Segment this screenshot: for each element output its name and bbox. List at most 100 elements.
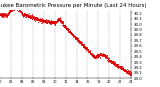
Point <box>88 51 90 52</box>
Point <box>74 36 76 37</box>
Point <box>20 13 23 14</box>
Point <box>112 62 115 64</box>
Point <box>110 62 112 63</box>
Point <box>27 15 29 16</box>
Point <box>69 33 72 35</box>
Point <box>40 20 42 22</box>
Point <box>102 54 105 55</box>
Point <box>44 21 46 22</box>
Point <box>78 42 80 43</box>
Point <box>68 31 70 32</box>
Point <box>99 52 101 54</box>
Point <box>11 7 14 9</box>
Point <box>40 19 43 20</box>
Point <box>0 13 2 15</box>
Point <box>103 54 105 56</box>
Point <box>74 37 76 38</box>
Point <box>58 18 60 19</box>
Point <box>44 19 46 21</box>
Point <box>19 9 21 11</box>
Point <box>9 11 12 13</box>
Point <box>86 49 89 50</box>
Point <box>32 18 35 20</box>
Point <box>112 63 115 64</box>
Point <box>42 21 45 22</box>
Point <box>57 19 60 21</box>
Point <box>19 11 21 12</box>
Point <box>130 83 132 84</box>
Point <box>37 21 40 22</box>
Point <box>47 22 50 23</box>
Point <box>91 55 93 56</box>
Point <box>67 27 70 29</box>
Point <box>8 11 11 12</box>
Point <box>128 70 131 72</box>
Point <box>99 56 102 57</box>
Point <box>94 56 97 58</box>
Point <box>7 12 9 14</box>
Point <box>15 6 18 8</box>
Point <box>64 25 66 27</box>
Point <box>35 17 38 18</box>
Point <box>20 11 22 12</box>
Point <box>27 16 30 17</box>
Point <box>82 44 84 46</box>
Point <box>62 24 64 26</box>
Point <box>43 21 46 22</box>
Point <box>8 13 11 14</box>
Point <box>125 72 128 74</box>
Point <box>63 26 66 27</box>
Point <box>82 46 85 48</box>
Point <box>16 7 19 9</box>
Point <box>57 20 59 21</box>
Point <box>129 73 131 75</box>
Point <box>31 17 34 18</box>
Point <box>83 46 86 47</box>
Point <box>64 28 67 30</box>
Point <box>116 66 118 68</box>
Point <box>41 20 44 21</box>
Point <box>125 70 127 72</box>
Point <box>48 21 51 23</box>
Point <box>31 17 33 18</box>
Point <box>6 15 8 16</box>
Point <box>59 20 61 21</box>
Point <box>73 35 76 36</box>
Point <box>109 61 112 63</box>
Point <box>13 6 16 7</box>
Point <box>56 21 59 22</box>
Point <box>106 58 108 59</box>
Point <box>120 69 122 70</box>
Point <box>69 32 72 33</box>
Point <box>2 13 4 15</box>
Point <box>56 19 59 20</box>
Point <box>54 24 56 25</box>
Point <box>5 15 8 16</box>
Point <box>84 47 87 48</box>
Point <box>34 19 36 20</box>
Point <box>118 66 120 67</box>
Point <box>61 21 63 23</box>
Point <box>49 22 52 23</box>
Point <box>28 16 31 18</box>
Point <box>4 14 6 15</box>
Point <box>46 22 49 23</box>
Point <box>22 14 24 16</box>
Point <box>95 55 97 56</box>
Point <box>18 8 20 10</box>
Point <box>4 14 7 16</box>
Point <box>62 25 65 27</box>
Point <box>105 55 107 57</box>
Point <box>34 18 37 20</box>
Point <box>107 59 109 60</box>
Point <box>113 64 116 66</box>
Point <box>2 15 4 17</box>
Point <box>53 21 55 22</box>
Point <box>10 9 13 10</box>
Point <box>29 17 32 19</box>
Point <box>29 15 31 16</box>
Point <box>80 42 83 44</box>
Point <box>20 12 23 13</box>
Point <box>113 62 115 63</box>
Point <box>73 35 76 36</box>
